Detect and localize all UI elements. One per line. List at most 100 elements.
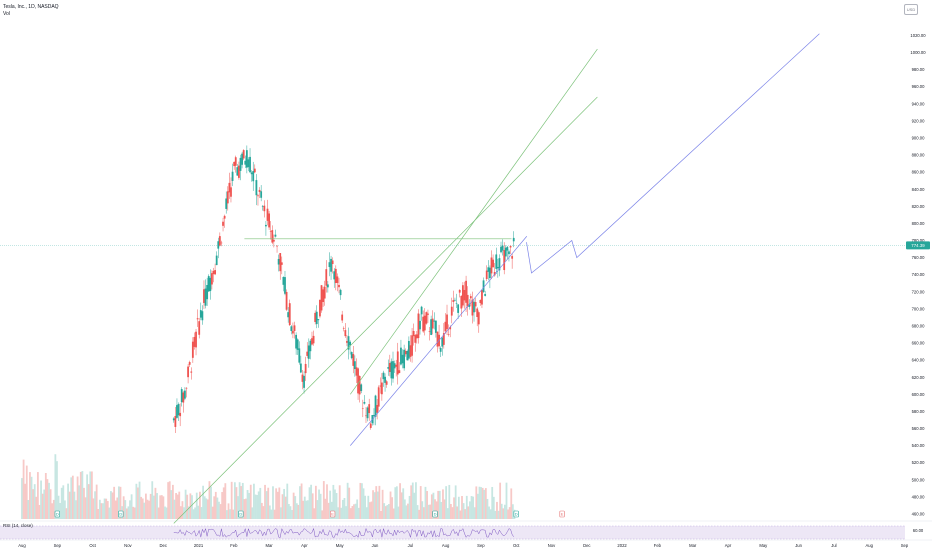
volume-bar bbox=[140, 496, 143, 519]
candle-body bbox=[328, 262, 331, 268]
volume-bar bbox=[275, 488, 278, 519]
price-axis[interactable]: 1020.00 1000.00 980.00 960.00 940.00 920.00 90… bbox=[0, 33, 930, 517]
volume-bar bbox=[408, 495, 411, 519]
last-price-label: 774.39 bbox=[911, 243, 925, 248]
volume-bar bbox=[451, 507, 454, 519]
candle-body bbox=[361, 408, 364, 410]
price-tick-label: 460.00 bbox=[912, 512, 925, 517]
volume-bar bbox=[25, 465, 28, 519]
volume-bar bbox=[251, 507, 254, 519]
time-axis[interactable]: Aug Sep Oct Nov Dec 2021 Feb Mar Apr May Jun Jul Aug… bbox=[0, 539, 932, 548]
volume-bar bbox=[105, 498, 108, 519]
candle-body bbox=[320, 285, 323, 311]
price-tick-label: 680.00 bbox=[912, 323, 925, 328]
volume-bar bbox=[427, 504, 430, 519]
price-tick-label: 900.00 bbox=[912, 135, 925, 140]
volume-bar bbox=[243, 499, 246, 519]
volume-bar bbox=[205, 498, 208, 519]
rsi-label[interactable]: RSI (14, close) bbox=[3, 523, 33, 528]
volume-bar bbox=[63, 500, 66, 519]
price-tick-label: 1020.00 bbox=[910, 33, 926, 38]
candle-body bbox=[292, 330, 294, 334]
rsi-band bbox=[0, 526, 905, 539]
volume-bar bbox=[421, 501, 424, 519]
candle-body bbox=[176, 405, 178, 418]
volume-bar bbox=[329, 490, 332, 519]
candle-body bbox=[201, 311, 204, 321]
candle-body bbox=[474, 302, 477, 307]
volume-bar bbox=[206, 499, 209, 519]
price-tick-label: 500.00 bbox=[912, 477, 925, 482]
volume-bar bbox=[133, 507, 136, 519]
candle-body bbox=[326, 284, 329, 288]
candle-body bbox=[382, 372, 385, 380]
candle-body bbox=[215, 255, 218, 266]
volume-bar bbox=[405, 505, 408, 519]
volume-bar bbox=[380, 510, 382, 519]
volume-bar bbox=[22, 459, 25, 519]
candle-body bbox=[447, 334, 450, 335]
time-tick-label: May bbox=[759, 543, 768, 548]
volume-bar bbox=[241, 482, 244, 519]
volume-bar bbox=[219, 504, 222, 519]
event-marker-label: D bbox=[119, 512, 122, 517]
candle-body bbox=[303, 375, 305, 388]
volume-bar bbox=[213, 496, 216, 519]
candle-body bbox=[463, 289, 466, 301]
volume-bar bbox=[386, 505, 389, 519]
volume-bar bbox=[353, 504, 355, 519]
time-tick-label: Oct bbox=[513, 543, 520, 548]
volume-bar bbox=[218, 501, 220, 519]
volume-label[interactable]: Vol bbox=[3, 11, 10, 17]
candle-body bbox=[350, 352, 353, 359]
drawing-tools-layer[interactable] bbox=[173, 33, 820, 524]
volume-bar bbox=[310, 484, 313, 519]
volume-bar bbox=[508, 507, 511, 519]
candle-body bbox=[307, 345, 310, 359]
volume-bar bbox=[141, 498, 144, 519]
price-tick-label: 660.00 bbox=[912, 341, 925, 346]
volume-bar bbox=[407, 503, 409, 519]
volume-bar bbox=[164, 506, 166, 519]
candle-body bbox=[225, 198, 228, 209]
volume-bar bbox=[21, 478, 23, 519]
candle-body bbox=[299, 363, 302, 373]
volume-bar bbox=[375, 486, 378, 519]
candle-body bbox=[468, 304, 471, 307]
volume-bar bbox=[87, 484, 90, 519]
candle-body bbox=[233, 161, 236, 167]
currency-button[interactable]: USD bbox=[904, 4, 918, 15]
volume-bar bbox=[351, 506, 354, 519]
last-price-badge bbox=[906, 241, 930, 250]
time-tick-label: Nov bbox=[548, 543, 556, 548]
volume-bar bbox=[270, 509, 273, 519]
volume-bar bbox=[94, 491, 96, 519]
symbol-title[interactable]: Tesla, Inc., 1D, NASDAQ bbox=[3, 4, 59, 10]
candle-body bbox=[455, 302, 458, 304]
volume-bar bbox=[397, 506, 400, 519]
candle-body bbox=[314, 312, 317, 322]
volume-bar bbox=[321, 510, 324, 519]
volume-bar bbox=[33, 484, 36, 519]
volume-bar bbox=[457, 496, 460, 519]
candle-body bbox=[217, 241, 220, 249]
volume-bar bbox=[208, 481, 211, 519]
volume-bar bbox=[413, 492, 416, 519]
candle-body bbox=[427, 313, 429, 315]
volume-bar bbox=[475, 486, 478, 519]
candle-body bbox=[460, 295, 463, 309]
channel-line bbox=[350, 48, 598, 395]
volume-bar bbox=[502, 508, 505, 519]
volume-bar bbox=[81, 471, 84, 519]
volume-bar bbox=[359, 482, 362, 519]
price-tick-label: 560.00 bbox=[912, 426, 925, 431]
time-tick-label: Feb bbox=[654, 543, 662, 548]
volume-bar bbox=[240, 486, 243, 519]
volume-bar bbox=[262, 506, 265, 519]
volume-bar bbox=[337, 507, 340, 519]
volume-bar bbox=[256, 495, 258, 519]
candle-body bbox=[477, 312, 480, 325]
volume-bar bbox=[195, 492, 198, 519]
volume-bar bbox=[422, 507, 425, 519]
